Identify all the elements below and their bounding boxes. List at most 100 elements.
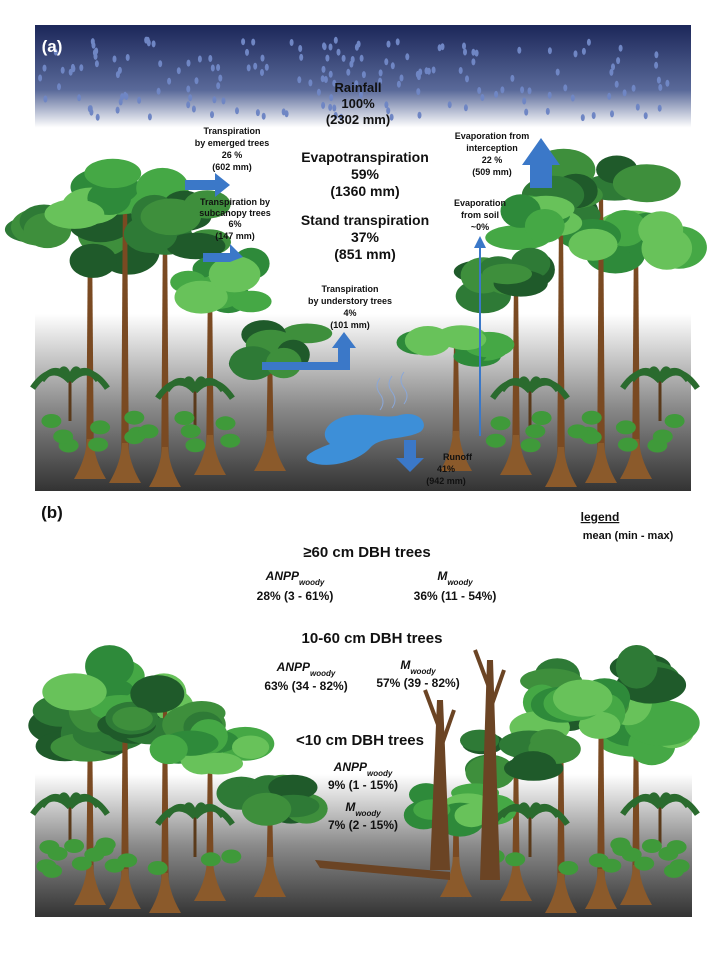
raindrop — [332, 104, 337, 112]
raindrop — [191, 105, 196, 113]
raindrop — [38, 74, 43, 82]
raindrop — [253, 62, 258, 70]
canopy — [241, 792, 292, 826]
shrub — [666, 840, 687, 855]
raindrop — [390, 62, 395, 70]
buttress — [194, 861, 226, 901]
shrub — [601, 858, 622, 873]
metric-value: 36% (11 - 54%) — [414, 589, 497, 603]
raindrop — [520, 86, 525, 94]
raindrop — [555, 68, 560, 76]
canopy — [444, 328, 487, 351]
raindrop — [339, 113, 344, 121]
metric-value: 28% (3 - 61%) — [257, 589, 334, 603]
metric-symbol: ANPP — [276, 660, 311, 674]
raindrop — [218, 74, 223, 82]
raindrop — [316, 88, 321, 96]
canopy — [84, 158, 142, 189]
palm — [490, 376, 570, 431]
raindrop — [396, 80, 401, 88]
arrow-subcanopy — [203, 244, 243, 262]
raindrop — [91, 41, 96, 49]
palm — [620, 792, 700, 847]
shrub — [200, 852, 221, 867]
flux-label: by understory trees — [308, 296, 392, 306]
canopy — [638, 211, 684, 249]
shrub — [617, 437, 638, 452]
raindrop — [609, 68, 614, 76]
raindrop — [462, 42, 466, 50]
raindrop — [197, 55, 202, 63]
raindrop — [386, 40, 391, 48]
metric-subscript: woody — [410, 667, 436, 676]
raindrop — [622, 89, 627, 97]
metric-symbol: ANPP — [333, 760, 368, 774]
dead-branch — [473, 649, 506, 711]
raindrop — [320, 75, 325, 83]
metric-subscript: woody — [299, 578, 325, 587]
metric-name: Mwoody — [400, 658, 436, 676]
canopy — [166, 232, 226, 260]
raindrop — [322, 43, 327, 51]
palm-frond — [67, 369, 110, 390]
canopy — [454, 803, 489, 828]
shrub — [90, 420, 111, 435]
raindrop — [581, 47, 586, 55]
shrub — [520, 438, 541, 453]
flux-label: Evaporation — [454, 198, 506, 208]
raindrop — [570, 94, 575, 102]
raindrop — [328, 70, 333, 78]
raindrop — [417, 111, 422, 119]
raindrop — [510, 74, 515, 82]
raindrop — [405, 53, 410, 61]
metric-value: 9% (1 - 15%) — [328, 778, 398, 792]
metric-symbol: M — [400, 658, 411, 672]
trunk — [121, 183, 129, 483]
buttress — [545, 873, 577, 913]
flux-label: by emerged trees — [195, 138, 270, 148]
raindrop — [167, 77, 172, 85]
raindrop — [431, 66, 436, 74]
raindrop — [43, 95, 48, 103]
size-class-title: 10-60 cm DBH trees — [302, 630, 443, 647]
raindrop — [289, 39, 294, 46]
raindrop — [297, 76, 302, 84]
raindrop — [245, 48, 249, 56]
shrub — [88, 437, 109, 452]
raindrop — [580, 114, 585, 122]
tree — [123, 190, 231, 487]
flux-share: 26 % — [222, 150, 243, 160]
raindrop — [480, 94, 485, 101]
raindrop — [260, 54, 265, 62]
raindrop — [94, 60, 99, 68]
palm-frond — [192, 379, 235, 400]
shrub — [180, 424, 201, 439]
raindrop — [616, 57, 621, 65]
trunk — [161, 217, 169, 487]
palm-frond — [657, 795, 700, 816]
raindrop — [500, 86, 505, 94]
raindrop — [656, 76, 661, 84]
raindrop — [332, 79, 337, 87]
rainfall-share: 100% — [341, 96, 375, 111]
rainfall-name: Rainfall — [335, 80, 382, 95]
buttress — [149, 873, 181, 913]
raindrop — [386, 107, 391, 115]
stand-name: Stand transpiration — [301, 212, 429, 228]
tree — [453, 247, 555, 475]
raindrop — [547, 91, 552, 99]
raindrop — [246, 64, 251, 72]
shrub — [490, 416, 511, 431]
raindrop — [333, 111, 338, 119]
trunk — [512, 275, 520, 475]
raindrop — [216, 82, 221, 90]
raindrop — [573, 50, 578, 58]
palm-frond — [67, 795, 110, 816]
raindrop — [188, 94, 193, 102]
raindrop — [465, 75, 469, 83]
shrub — [215, 416, 236, 431]
raindrop — [607, 92, 612, 100]
raindrop — [463, 104, 468, 112]
